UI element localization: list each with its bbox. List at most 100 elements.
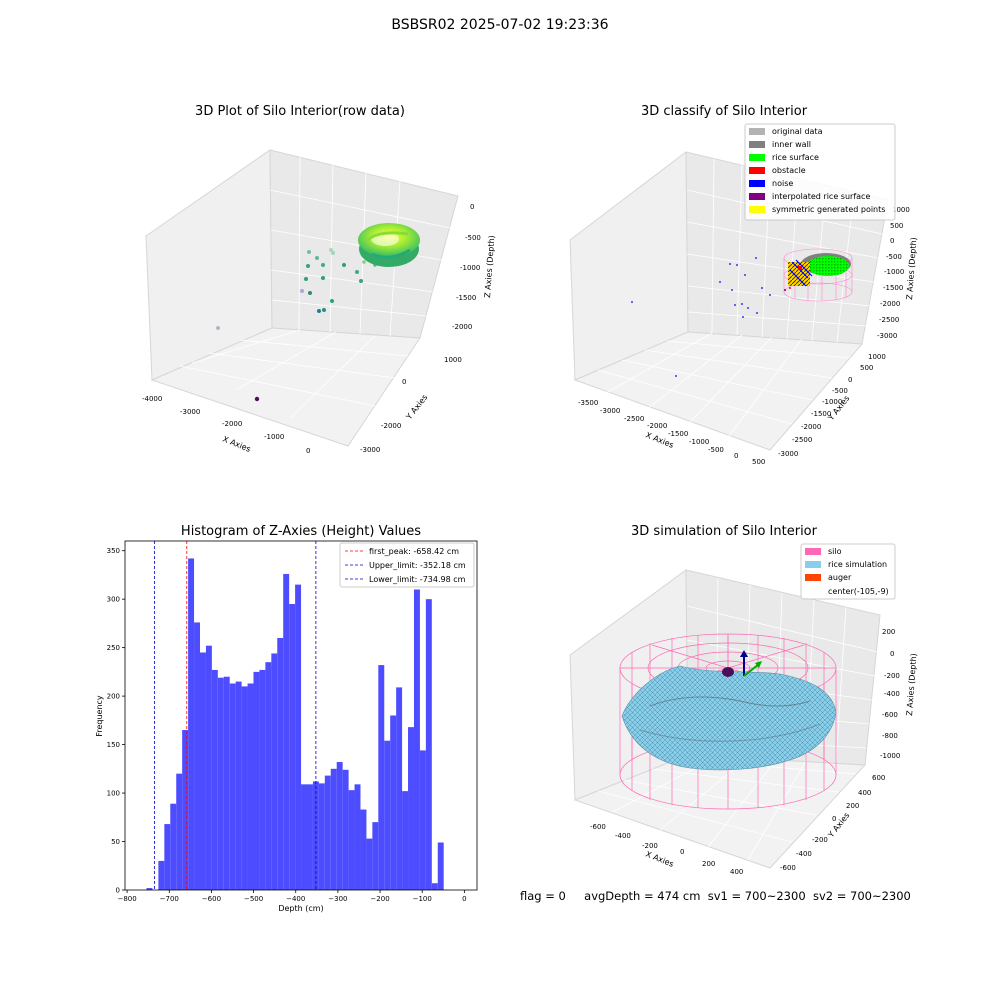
histogram-bar [366,838,373,890]
histogram-bar [419,750,426,890]
cls-xtick: -3000 [600,407,620,415]
legend-label: symmetric generated points [772,205,885,214]
histogram-bar [176,773,183,890]
sim-rice-surface [621,665,837,771]
cls-xtick: 0 [734,452,738,460]
legend-label: first_peak: -658.42 cm [369,547,459,556]
histogram-bar [318,783,325,890]
histogram-bar [301,784,307,890]
cls-ytick: 500 [860,364,873,372]
raw-ztick: -1000 [460,264,480,272]
histogram-bar [342,769,349,890]
sim-xtick: 400 [730,868,743,876]
histogram-bar [229,683,236,890]
cls-ytick: -3000 [778,450,798,458]
sim-y-ticks: -600 -400 -200 0 200 400 600 [780,774,885,872]
histogram-y-axis-label: Frequency [95,695,104,737]
cls-xtick: -1500 [668,430,688,438]
histogram-bar [330,768,337,890]
sim-xtick: -200 [642,842,658,850]
legend-swatch-symmetric [749,206,765,213]
histogram-bar [277,637,284,890]
cls-ztick: -500 [886,253,902,261]
sim-ztick: -400 [884,690,900,698]
histogram-xtick-label: −700 [160,895,179,903]
cls-xtick: -2000 [647,422,667,430]
histogram-ytick-label: 200 [107,693,120,701]
cls-ytick: -500 [832,387,848,395]
status-sv2: sv2 = 700~2300 [812,889,911,903]
cls-legend-box [744,123,896,221]
cls-ztick: -1000 [884,268,904,276]
sim-ztick: -1000 [880,752,900,760]
histogram-bar [211,669,218,890]
histogram-y-ticks: 0 50 100 150 200 250 300 350 [107,547,125,895]
cls-ytick: -2000 [801,423,821,431]
raw-plot-title: 3D Plot of Silo Interior(row data) [195,104,405,119]
sim-ytick: -600 [780,864,796,872]
histogram-xtick-label: −300 [328,895,347,903]
cls-ztick: -2000 [880,300,900,308]
histogram-title: Histogram of Z-Axies (Height) Values [180,524,422,539]
sim-x-ticks: -600 -400 -200 0 200 400 [590,823,743,876]
raw-xtick: 0 [306,447,310,455]
histogram-bar [205,645,212,890]
cls-ytick: 1000 [868,353,886,361]
sim-legend: silo rice simulation auger center(-105,-… [800,543,896,600]
histogram-xtick-label: −500 [244,895,263,903]
raw-ytick: 1000 [444,356,462,364]
raw-ztick: 0 [470,203,474,211]
histogram-bar [241,686,248,890]
histogram-bar [289,604,296,890]
histogram-bar [372,822,379,890]
histogram-bar [194,622,200,890]
histogram-bar [360,809,367,890]
histogram-ytick-label: 250 [107,644,120,652]
histogram-bar [247,683,254,890]
sim-ytick: 0 [832,815,836,823]
raw-ztick: -1500 [456,294,476,302]
sim-ztick: 0 [890,650,894,658]
cls-y-ticks: -3000 -2500 -2000 -1500 -1000 -500 0 500… [778,353,886,458]
sim-ytick: 600 [872,774,885,782]
legend-swatch-rice-simulation [805,561,821,568]
histogram-bar [265,662,272,890]
histogram-bar [259,669,266,890]
legend-label: center(-105,-9) [828,587,889,596]
histogram-bar [324,775,331,890]
histogram-x-ticks: −800 −700 −600 −500 −400 −300 −200 −100 0 [117,890,467,903]
histogram-xtick-label: 0 [462,895,466,903]
histogram-bar [235,681,242,890]
histogram-bar [413,589,420,890]
raw-y-axis-label: Y Axies [404,393,430,422]
legend-label: Lower_limit: -734.98 cm [369,575,466,584]
cls-ztick: 1000 [892,206,910,214]
histogram-bar [295,584,302,890]
histogram-bar [253,671,260,890]
legend-label: obstacle [772,166,806,175]
raw-x-ticks: -4000 -3000 -2000 -1000 0 [142,395,310,455]
histogram-bar [354,784,361,890]
legend-label: inner wall [772,140,811,149]
sim-ztick: 200 [882,628,895,636]
raw-xtick: -2000 [222,420,242,428]
sim-ztick: -600 [882,711,898,719]
histogram-ytick-label: 50 [111,838,120,846]
histogram-plot: −800 −700 −600 −500 −400 −300 −200 −100 0 0 50 100… [95,540,478,913]
sim-xtick: 200 [702,860,715,868]
raw-ztick: -2000 [452,323,472,331]
histogram-bar [170,803,177,890]
legend-label: auger [828,573,852,582]
raw-ytick: -2000 [381,422,401,430]
histogram-ytick-label: 300 [107,596,120,604]
histogram-bar [312,781,319,890]
sim-y-axis-label: Y Axies [826,811,852,840]
histogram-bar [188,558,195,890]
histogram-bar [396,687,403,890]
raw-3d-plot: -4000 -3000 -2000 -1000 0 -3000 -2000 0 … [142,149,496,455]
raw-grid [179,156,451,419]
sim-xtick: -400 [615,832,631,840]
cls-ytick: -1000 [822,398,842,406]
sim-z-axis-label: Z Axies (Depth) [905,653,918,716]
raw-ztick: -500 [465,234,481,242]
